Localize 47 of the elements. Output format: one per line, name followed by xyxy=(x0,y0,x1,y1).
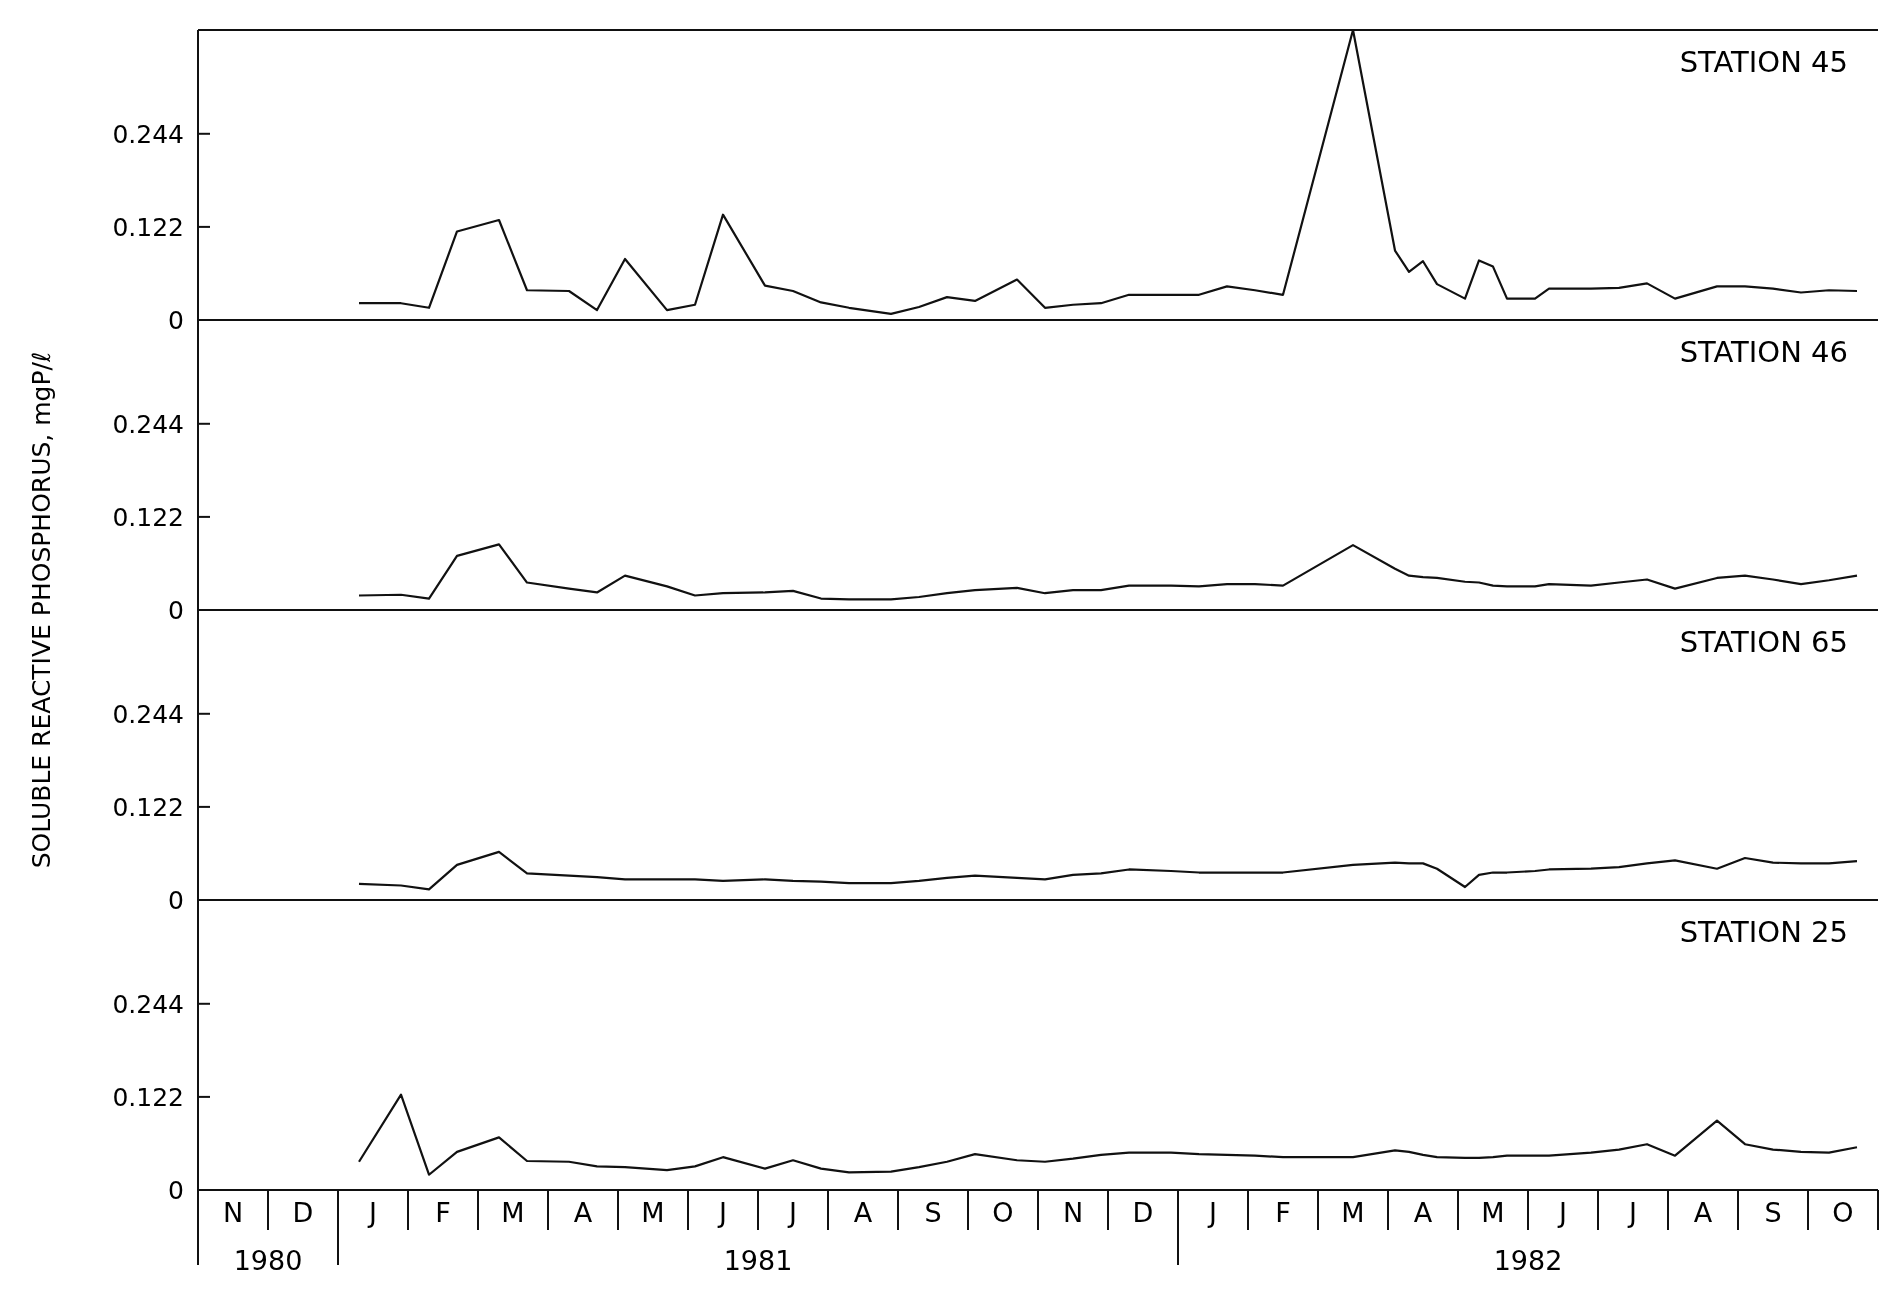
x-tick-label: M xyxy=(501,1197,525,1228)
x-tick-label: M xyxy=(1481,1197,1505,1228)
x-tick-label: J xyxy=(1627,1197,1637,1228)
x-tick-label: J xyxy=(1557,1197,1567,1228)
y-tick-label: 0.244 xyxy=(112,699,184,729)
y-tick-label: 0.244 xyxy=(112,409,184,439)
x-tick-label: O xyxy=(992,1197,1014,1228)
y-tick-label: 0.122 xyxy=(112,212,184,242)
text: STATION 45 xyxy=(1679,45,1848,79)
y-tick-label: 0.244 xyxy=(112,989,184,1019)
x-tick-label: D xyxy=(292,1197,314,1228)
line-series xyxy=(357,1093,1859,1176)
x-tick-label: N xyxy=(1062,1197,1084,1228)
text: STATION 65 xyxy=(1679,625,1848,659)
x-tick-label: S xyxy=(924,1197,942,1228)
y-tick-label: 0.122 xyxy=(112,792,184,822)
x-tick-label: A xyxy=(573,1197,593,1228)
x-tick-label: J xyxy=(1207,1197,1217,1228)
text: 1981 xyxy=(723,1245,793,1276)
x-tick-label: J xyxy=(717,1197,727,1228)
x-tick-label: S xyxy=(1764,1197,1782,1228)
text: STATION 25 xyxy=(1679,915,1848,949)
y-tick-label: 0.244 xyxy=(112,119,184,149)
text: 1980 xyxy=(233,1245,303,1276)
x-tick-label: D xyxy=(1132,1197,1154,1228)
y-tick-label: 0.122 xyxy=(112,502,184,532)
x-tick-label: N xyxy=(222,1197,244,1228)
text: 1982 xyxy=(1493,1245,1563,1276)
x-tick-label: F xyxy=(435,1197,451,1228)
y-tick-label: 0.122 xyxy=(112,1082,184,1112)
x-tick-label: A xyxy=(853,1197,873,1228)
y-axis-title: SOLUBLE REACTIVE PHOSPHORUS, mgP/ℓ xyxy=(27,351,56,869)
y-tick-label: 0 xyxy=(168,1175,184,1205)
x-tick-label: O xyxy=(1832,1197,1854,1228)
x-tick-label: F xyxy=(1275,1197,1291,1228)
x-tick-label: M xyxy=(641,1197,665,1228)
line-series xyxy=(357,543,1859,601)
x-tick-label: M xyxy=(1341,1197,1365,1228)
text: STATION 46 xyxy=(1679,335,1848,369)
x-tick-label: J xyxy=(787,1197,797,1228)
x-tick-label: A xyxy=(1693,1197,1713,1228)
line-series xyxy=(357,850,1859,891)
x-tick-label: J xyxy=(367,1197,377,1228)
y-tick-label: 0 xyxy=(168,595,184,625)
y-tick-label: 0 xyxy=(168,885,184,915)
x-tick-label: A xyxy=(1413,1197,1433,1228)
y-tick-label: 0 xyxy=(168,305,184,335)
